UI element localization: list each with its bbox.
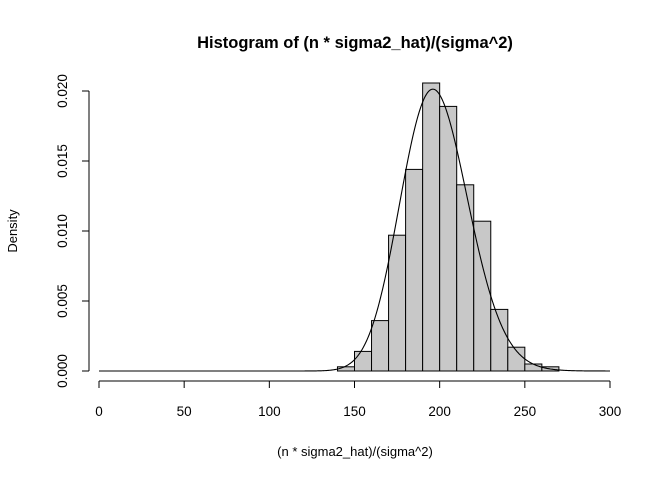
y-axis: 0.000 0.005 0.010 0.015 0.020 (55, 74, 90, 388)
y-tick-label: 0.015 (55, 144, 70, 178)
x-axis-label: (n * sigma2_hat)/(sigma^2) (277, 444, 433, 459)
x-tick-label: 0 (95, 404, 103, 419)
histogram-bar (524, 363, 543, 372)
histogram-bar (354, 350, 373, 372)
x-tick-label: 150 (343, 404, 366, 419)
histogram-bar (473, 220, 492, 372)
histogram-bar (371, 320, 390, 372)
histogram-bar (422, 82, 441, 372)
y-axis-label: Density (5, 209, 20, 253)
x-tick-label: 300 (599, 404, 622, 419)
density-curve (99, 88, 610, 372)
y-tick-label: 0.010 (55, 214, 70, 248)
y-tick-label: 0.020 (55, 74, 70, 108)
x-axis: 0 50 100 150 200 250 300 (95, 380, 622, 419)
y-tick-label: 0.005 (55, 284, 70, 318)
x-tick-label: 100 (258, 404, 281, 419)
density-curve-layer (99, 88, 610, 372)
histogram-bar (405, 168, 424, 372)
histogram-bar (439, 105, 458, 372)
y-tick-label: 0.000 (55, 354, 70, 388)
x-tick-label: 50 (177, 404, 192, 419)
histogram-bar (388, 234, 407, 372)
histogram-bar (456, 184, 475, 372)
x-tick-label: 200 (428, 404, 451, 419)
histogram-bar (490, 308, 509, 372)
chart-title: Histogram of (n * sigma2_hat)/(sigma^2) (197, 34, 513, 52)
x-tick-label: 250 (514, 404, 537, 419)
histogram-bars (336, 82, 560, 372)
